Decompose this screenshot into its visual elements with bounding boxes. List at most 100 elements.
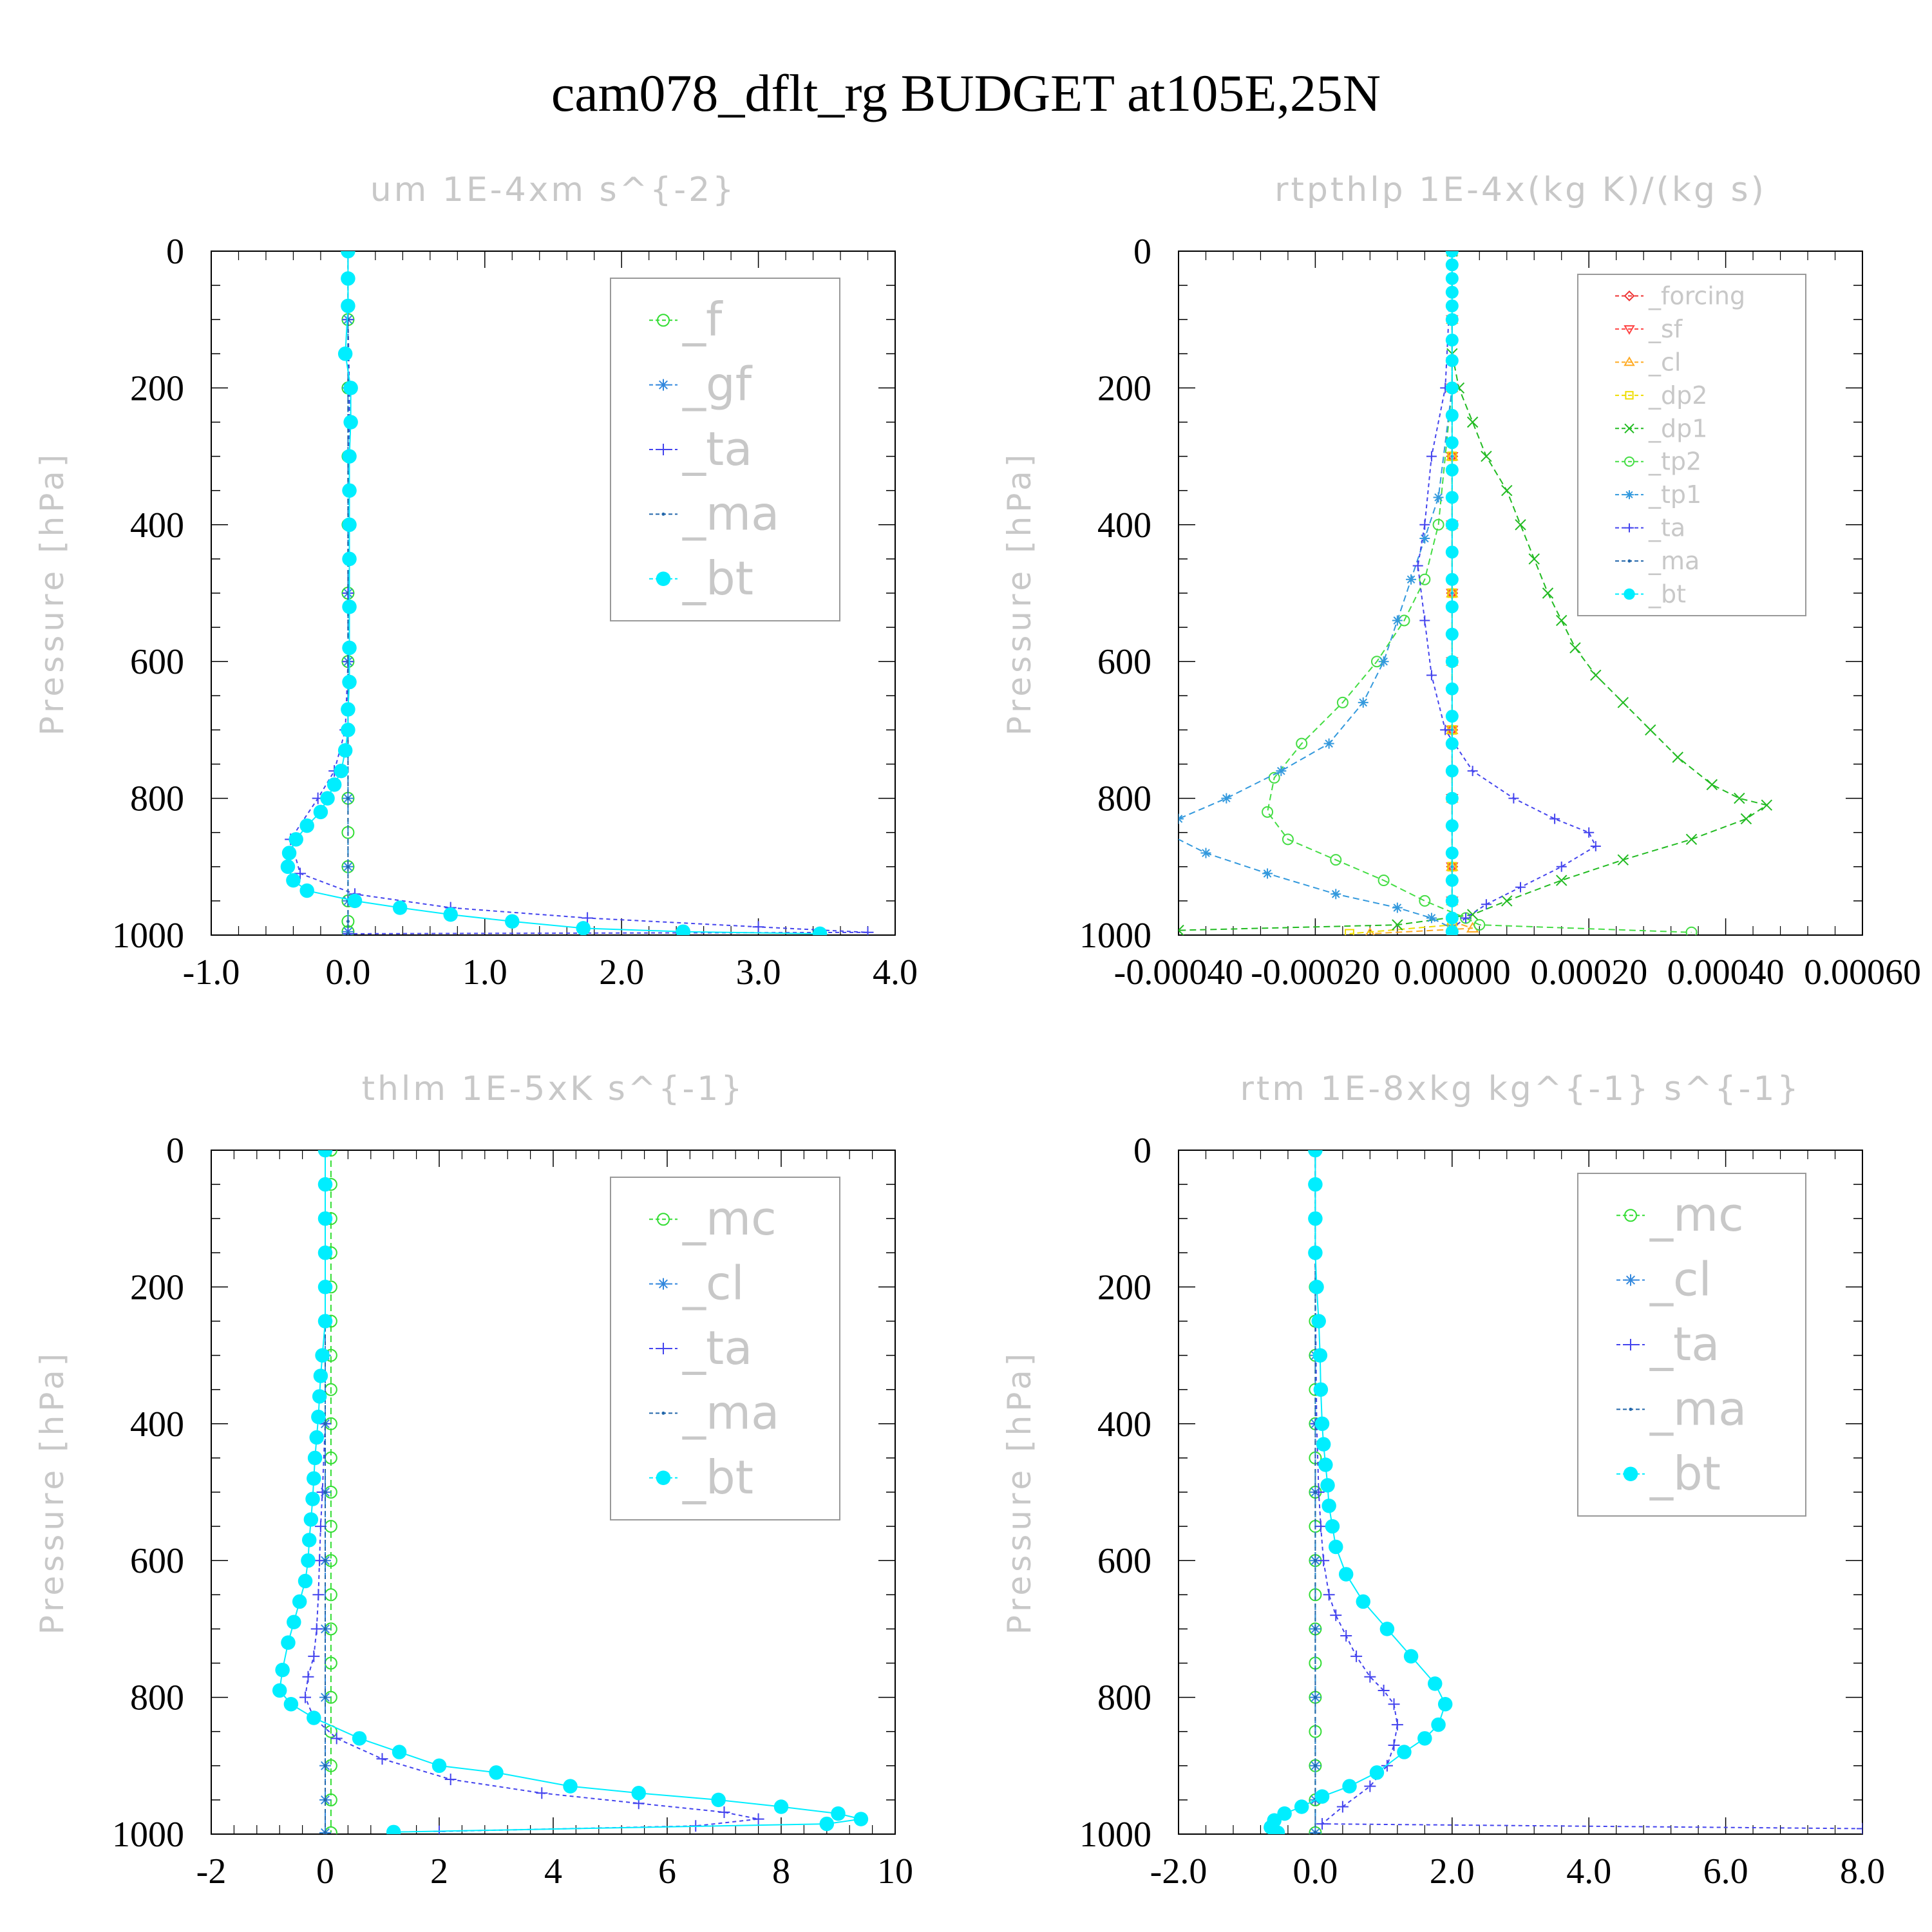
data-point	[1467, 766, 1478, 777]
data-point	[346, 920, 350, 923]
y-axis-label: Pressure [hPa]	[33, 1350, 71, 1635]
data-point	[341, 298, 355, 314]
data-point	[676, 924, 691, 935]
data-point	[1445, 285, 1459, 299]
data-point	[1431, 1717, 1446, 1732]
data-point	[1445, 925, 1459, 935]
data-point	[313, 1368, 328, 1383]
legend-label: _bt	[682, 1450, 753, 1504]
y-tick-label: 600	[130, 642, 184, 682]
data-point	[1392, 919, 1403, 931]
data-point	[292, 1594, 307, 1609]
y-tick-label: 400	[130, 1405, 184, 1444]
data-point	[1466, 922, 1479, 933]
data-point	[1685, 833, 1698, 846]
data-point	[1277, 1806, 1292, 1821]
data-point	[1313, 1627, 1317, 1631]
legend-marker	[1625, 523, 1634, 533]
data-point	[1617, 697, 1629, 708]
data-point	[489, 1765, 504, 1780]
series-line	[1270, 1150, 1446, 1833]
data-point	[1445, 846, 1459, 860]
legend-label: _ta	[682, 422, 752, 476]
data-point	[1378, 1684, 1390, 1696]
data-point	[1556, 861, 1567, 872]
data-point	[1481, 450, 1492, 462]
data-point	[1590, 840, 1601, 851]
data-point	[1329, 1539, 1343, 1555]
data-point	[346, 932, 350, 935]
legend-label: _dp2	[1648, 381, 1707, 410]
x-tick-label: 0.0	[1293, 1852, 1338, 1891]
y-tick-label: 0	[166, 232, 184, 272]
y-tick-label: 200	[1097, 368, 1151, 408]
data-point	[1325, 1519, 1340, 1534]
data-point	[302, 1671, 314, 1683]
data-point	[1316, 1437, 1331, 1452]
data-point	[323, 1490, 327, 1494]
data-point	[323, 1831, 327, 1834]
legend-marker	[1625, 490, 1634, 500]
y-tick-label: 1000	[112, 916, 184, 956]
y-tick-label: 0	[1133, 1131, 1151, 1171]
panels: um 1E-4xm s^{-2} Pressure [hPa] 0 200 400 600…	[33, 171, 1921, 1891]
data-point	[1645, 724, 1656, 736]
data-point	[1338, 1567, 1354, 1582]
data-point	[376, 1753, 388, 1765]
figure-title: cam078_dflt_rg BUDGET at105E,25N	[551, 64, 1381, 122]
data-point	[1445, 573, 1459, 586]
legend-marker	[1624, 290, 1635, 301]
data-point	[315, 1348, 330, 1363]
series-line	[1267, 251, 1692, 933]
data-point	[1617, 854, 1629, 866]
data-point	[323, 1627, 327, 1631]
panel-title: um 1E-4xm s^{-2}	[370, 171, 737, 209]
data-point	[1391, 1719, 1403, 1731]
data-point	[1445, 354, 1459, 367]
data-point	[1445, 819, 1459, 833]
data-point	[1313, 1558, 1317, 1562]
x-tick-label: 0.00000	[1394, 952, 1511, 992]
data-point	[342, 674, 357, 690]
data-point	[1672, 752, 1683, 763]
data-point	[1308, 1150, 1323, 1158]
data-point	[1330, 854, 1342, 866]
data-point	[342, 551, 357, 567]
plot-area	[272, 1150, 869, 1834]
panel-4: rtm 1E-8xkg kg^{-1} s^{-1} Pressure [hPa]…	[1001, 1070, 1885, 1891]
data-point	[1445, 911, 1459, 925]
x-tick-label: 6.0	[1703, 1852, 1748, 1891]
data-point	[307, 1471, 321, 1486]
data-point	[1403, 1649, 1419, 1664]
data-point	[312, 1389, 327, 1404]
legend-marker	[1624, 588, 1635, 600]
data-point	[1379, 1622, 1395, 1636]
data-point	[311, 1409, 326, 1425]
data-point	[307, 1450, 323, 1466]
data-point	[1419, 519, 1430, 530]
data-point	[631, 1786, 646, 1801]
data-point	[1268, 772, 1280, 784]
data-point	[1221, 793, 1232, 804]
data-point	[1445, 334, 1459, 347]
data-point	[1321, 1498, 1336, 1513]
data-point	[1320, 1478, 1335, 1493]
legend-label: _cl	[682, 1256, 744, 1311]
data-point	[341, 271, 355, 286]
legend-marker	[1629, 1407, 1633, 1411]
data-point	[1397, 1745, 1412, 1759]
data-point	[1445, 764, 1459, 778]
data-point	[1445, 463, 1459, 477]
data-point	[1336, 696, 1349, 708]
data-point	[1528, 553, 1540, 565]
data-point	[1406, 574, 1417, 585]
y-tick-label: 0	[166, 1131, 184, 1171]
data-point	[392, 1745, 407, 1759]
data-point	[294, 867, 307, 880]
data-point	[1445, 491, 1459, 504]
y-tick-label: 400	[130, 506, 184, 545]
y-tick-label: 1000	[1079, 916, 1151, 956]
data-point	[862, 926, 874, 935]
legend-label: _mc	[1649, 1188, 1744, 1242]
data-point	[1340, 1630, 1352, 1642]
